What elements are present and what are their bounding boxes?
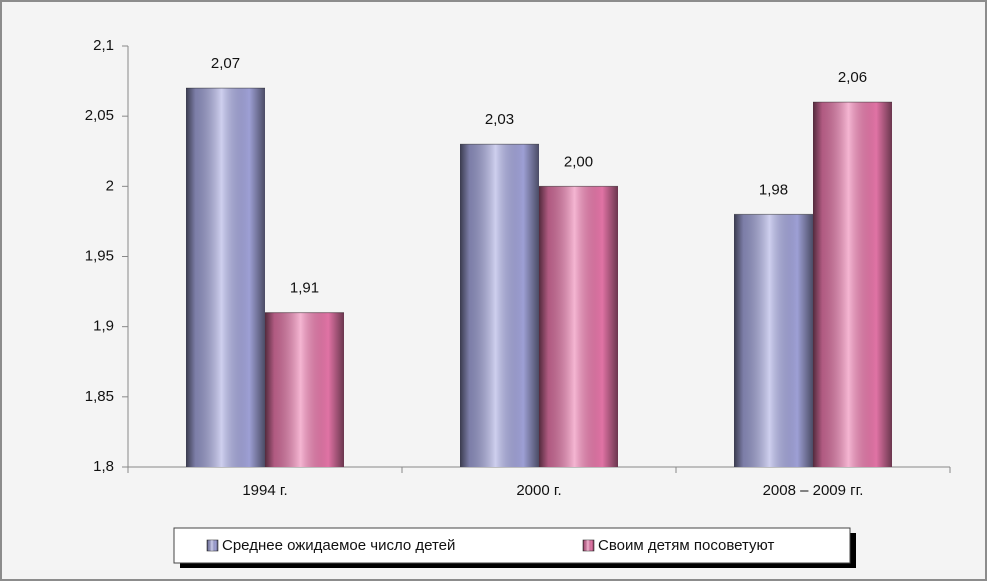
y-tick-label: 1,85 [85,388,114,405]
bar-shade [813,102,892,467]
legend-label: Своим детям посоветуют [598,537,774,554]
y-tick-label: 1,9 [93,318,114,335]
y-tick-label: 1,95 [85,247,114,264]
bar-shade [539,186,618,468]
x-tick-label: 1994 г. [242,482,287,499]
bar-shade [186,88,265,467]
y-tick-label: 2,1 [93,37,114,54]
value-label: 1,98 [759,181,788,198]
value-label: 2,06 [838,69,867,86]
bar-shade [265,312,344,467]
y-tick-label: 2 [106,177,114,194]
x-tick-label: 2008 – 2009 гг. [763,482,864,499]
legend-label: Среднее ожидаемое число детей [222,537,455,554]
value-label: 1,91 [290,280,319,297]
value-label: 2,07 [211,55,240,72]
legend-swatch-shade [583,540,594,551]
value-label: 2,00 [564,153,593,170]
x-tick-label: 2000 г. [516,482,561,499]
value-label: 2,03 [485,111,514,128]
y-tick-label: 1,8 [93,458,114,475]
legend-swatch-shade [207,540,218,551]
legend-box [173,527,851,564]
bar-shade [734,214,813,467]
y-tick-label: 2,05 [85,107,114,124]
bar-shade [460,144,539,467]
